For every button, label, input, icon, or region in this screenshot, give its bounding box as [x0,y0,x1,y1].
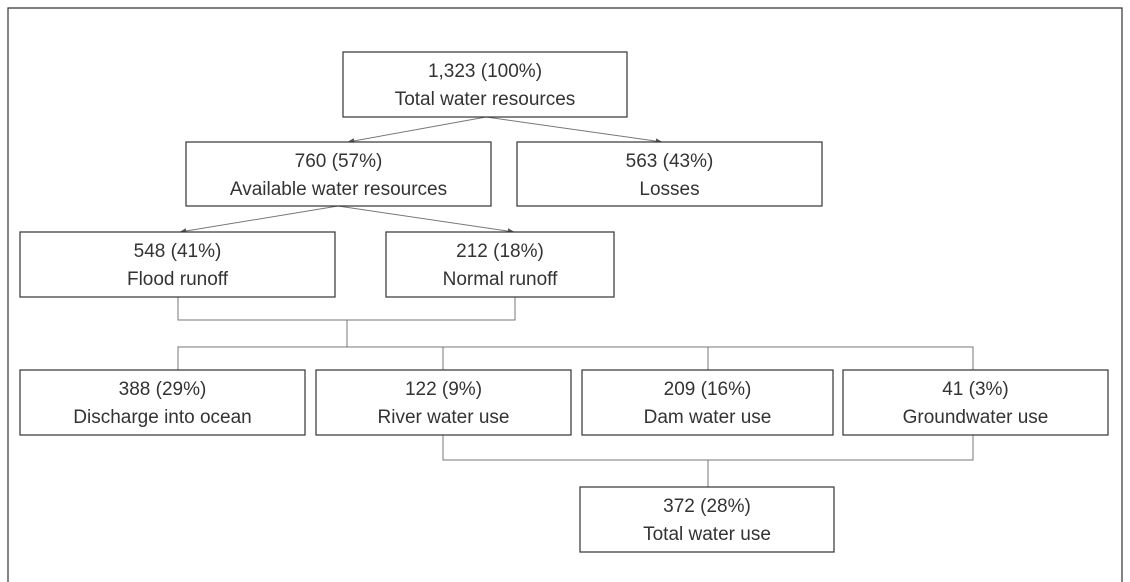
node-box [185,141,492,207]
node-label: Groundwater use [903,407,1049,428]
arrow [485,116,663,144]
node-label: Losses [639,179,699,200]
arrow [179,205,339,234]
arrow [347,116,487,144]
node: 388 (29%) Discharge into ocean [19,369,306,436]
node-value: 388 (29%) [119,379,207,400]
node: 760 (57%) Available water resources [185,141,492,207]
node-box [385,231,615,298]
node-label: Discharge into ocean [73,407,252,428]
bracket [177,297,974,370]
connectors [177,116,974,487]
node-box [581,369,834,436]
node: 372 (28%) Total water use [579,486,835,553]
frame [7,7,1123,582]
node-label: Available water resources [230,179,447,200]
node: 209 (16%) Dam water use [581,369,834,436]
arrow [337,205,515,234]
node-value: 760 (57%) [295,151,383,172]
bracket [442,435,974,487]
node-value: 212 (18%) [456,241,544,262]
node-label: River water use [378,407,510,428]
node-value: 372 (28%) [663,496,751,517]
node: 41 (3%) Groundwater use [842,369,1109,436]
node-box [315,369,572,436]
node-box [342,51,628,118]
node-label: Total water use [643,524,771,545]
node-value: 548 (41%) [134,241,222,262]
node-box [579,486,835,553]
node-value: 41 (3%) [942,379,1009,400]
node: 548 (41%) Flood runoff [19,231,336,298]
node-box [516,141,823,207]
node: 1,323 (100%) Total water resources [342,51,628,118]
node-label: Dam water use [644,407,772,428]
node: 212 (18%) Normal runoff [385,231,615,298]
node: 563 (43%) Losses [516,141,823,207]
node-value: 122 (9%) [405,379,482,400]
node-value: 563 (43%) [626,151,714,172]
node: 122 (9%) River water use [315,369,572,436]
node-box [19,231,336,298]
node-label: Flood runoff [127,269,229,290]
node-value: 1,323 (100%) [428,61,542,82]
node-box [19,369,306,436]
node-label: Total water resources [395,89,576,110]
node-value: 209 (16%) [664,379,752,400]
node-box [842,369,1109,436]
node-label: Normal runoff [443,269,558,290]
